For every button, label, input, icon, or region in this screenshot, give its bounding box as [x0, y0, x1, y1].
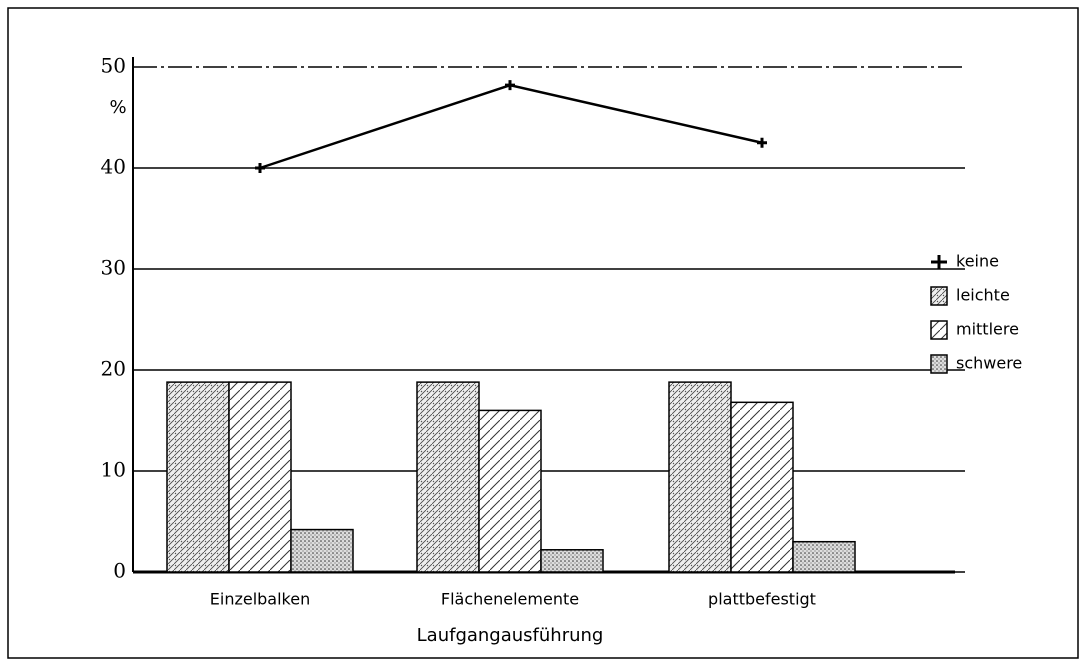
line	[259, 83, 763, 170]
bar	[792, 540, 856, 573]
legend-label: leichte	[956, 286, 1010, 305]
bar	[730, 401, 794, 573]
x-tick-label: plattbefestigt	[708, 590, 816, 609]
x-tick-label: Einzelbalken	[210, 590, 310, 609]
bar	[228, 381, 292, 573]
y-tick-label: 50	[101, 54, 126, 78]
y-tick-label: 0	[113, 559, 126, 583]
y-tick-label: 20	[101, 357, 126, 381]
bar	[290, 528, 354, 573]
bar	[416, 381, 480, 573]
bar	[540, 549, 604, 573]
y-unit: %	[109, 97, 126, 118]
legend-symbol	[930, 320, 948, 340]
legend-symbol	[931, 255, 947, 269]
bar	[478, 409, 542, 573]
marker	[505, 80, 515, 91]
legend-symbol	[930, 354, 948, 374]
bar	[668, 381, 732, 573]
marker	[757, 137, 767, 148]
legend-label: schwere	[956, 354, 1022, 373]
bar	[166, 381, 230, 573]
marker	[255, 163, 265, 173]
y-tick-label: 10	[101, 458, 126, 482]
x-tick-label: Flächenelemente	[441, 590, 579, 609]
legend-label: mittlere	[956, 320, 1019, 339]
x-axis-label: Laufgangausführung	[417, 625, 604, 646]
legend-symbol	[930, 286, 948, 306]
y-tick-label: 40	[101, 155, 126, 179]
frame	[7, 7, 1079, 659]
legend-label: keine	[956, 252, 999, 271]
y-tick-label: 30	[101, 256, 126, 280]
